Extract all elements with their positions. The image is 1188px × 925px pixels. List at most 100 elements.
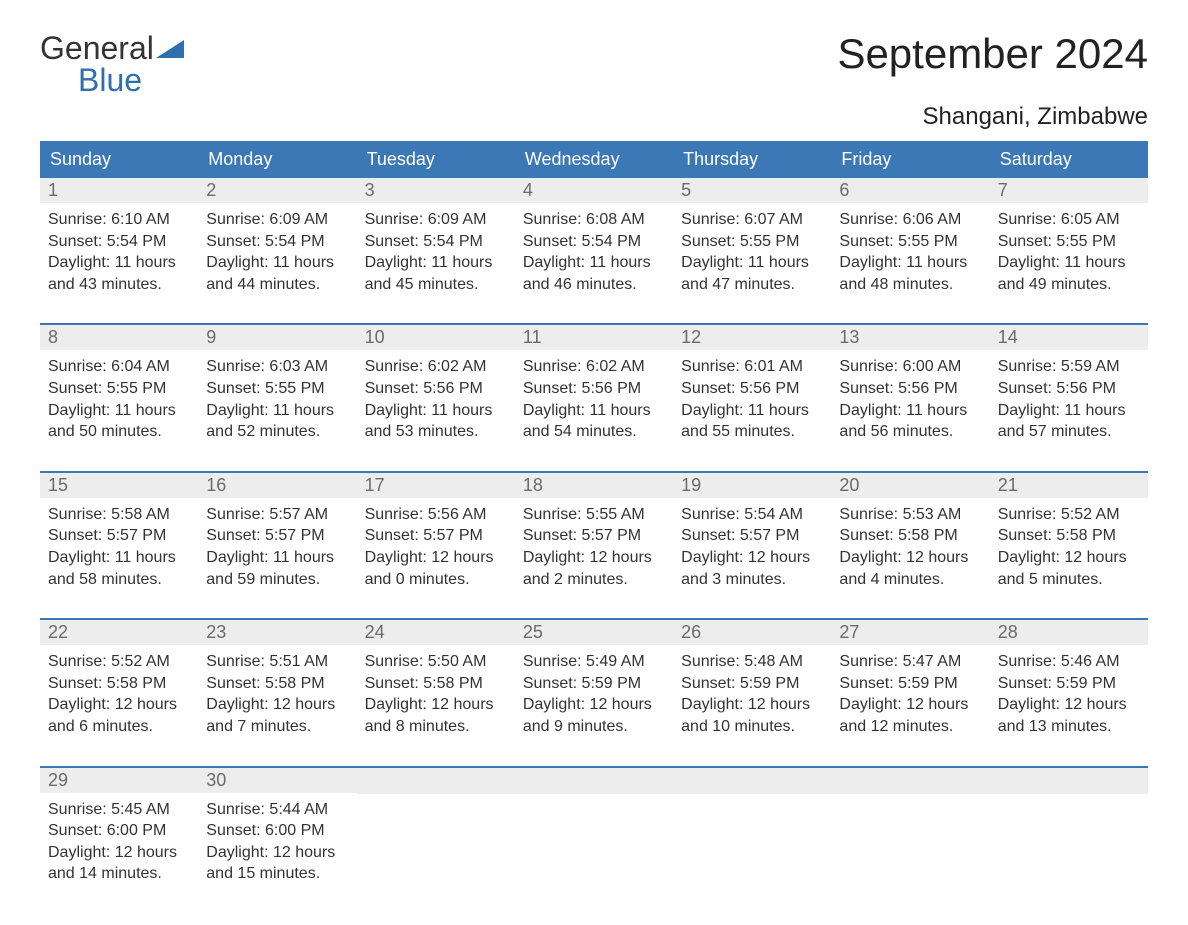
day-detail: Sunrise: 5:56 AMSunset: 5:57 PMDaylight:… xyxy=(357,498,515,600)
day-detail: Sunrise: 6:00 AMSunset: 5:56 PMDaylight:… xyxy=(831,350,989,452)
day-cell xyxy=(831,768,989,895)
day-detail: Sunrise: 6:06 AMSunset: 5:55 PMDaylight:… xyxy=(831,203,989,305)
weeks-container: 1Sunrise: 6:10 AMSunset: 5:54 PMDaylight… xyxy=(40,178,1148,895)
day-number: 14 xyxy=(990,325,1148,350)
day-cell xyxy=(515,768,673,895)
day-cell: 5Sunrise: 6:07 AMSunset: 5:55 PMDaylight… xyxy=(673,178,831,305)
day-number: 22 xyxy=(40,620,198,645)
day-number: 21 xyxy=(990,473,1148,498)
day-number: 26 xyxy=(673,620,831,645)
weekday-header: Sunday Monday Tuesday Wednesday Thursday… xyxy=(40,141,1148,178)
day-number xyxy=(673,768,831,794)
day-number: 20 xyxy=(831,473,989,498)
day-detail: Sunrise: 5:52 AMSunset: 5:58 PMDaylight:… xyxy=(40,645,198,747)
day-detail: Sunrise: 6:03 AMSunset: 5:55 PMDaylight:… xyxy=(198,350,356,452)
day-cell: 13Sunrise: 6:00 AMSunset: 5:56 PMDayligh… xyxy=(831,325,989,452)
day-detail: Sunrise: 5:49 AMSunset: 5:59 PMDaylight:… xyxy=(515,645,673,747)
day-detail: Sunrise: 5:55 AMSunset: 5:57 PMDaylight:… xyxy=(515,498,673,600)
day-number xyxy=(990,768,1148,794)
day-number: 12 xyxy=(673,325,831,350)
day-number: 24 xyxy=(357,620,515,645)
day-cell: 19Sunrise: 5:54 AMSunset: 5:57 PMDayligh… xyxy=(673,473,831,600)
day-cell: 2Sunrise: 6:09 AMSunset: 5:54 PMDaylight… xyxy=(198,178,356,305)
day-number: 13 xyxy=(831,325,989,350)
weekday-sat: Saturday xyxy=(990,141,1148,178)
week-row: 1Sunrise: 6:10 AMSunset: 5:54 PMDaylight… xyxy=(40,178,1148,305)
day-cell: 21Sunrise: 5:52 AMSunset: 5:58 PMDayligh… xyxy=(990,473,1148,600)
day-number: 9 xyxy=(198,325,356,350)
day-cell: 8Sunrise: 6:04 AMSunset: 5:55 PMDaylight… xyxy=(40,325,198,452)
day-cell: 20Sunrise: 5:53 AMSunset: 5:58 PMDayligh… xyxy=(831,473,989,600)
day-number: 15 xyxy=(40,473,198,498)
weekday-wed: Wednesday xyxy=(515,141,673,178)
day-number: 3 xyxy=(357,178,515,203)
day-cell: 1Sunrise: 6:10 AMSunset: 5:54 PMDaylight… xyxy=(40,178,198,305)
day-cell xyxy=(990,768,1148,895)
day-cell: 30Sunrise: 5:44 AMSunset: 6:00 PMDayligh… xyxy=(198,768,356,895)
day-number: 29 xyxy=(40,768,198,793)
brand-part2: Blue xyxy=(78,62,142,99)
day-number: 5 xyxy=(673,178,831,203)
day-detail: Sunrise: 5:59 AMSunset: 5:56 PMDaylight:… xyxy=(990,350,1148,452)
day-number: 10 xyxy=(357,325,515,350)
brand-flag-icon xyxy=(156,40,184,62)
day-detail: Sunrise: 5:46 AMSunset: 5:59 PMDaylight:… xyxy=(990,645,1148,747)
week-row: 15Sunrise: 5:58 AMSunset: 5:57 PMDayligh… xyxy=(40,471,1148,600)
calendar: Sunday Monday Tuesday Wednesday Thursday… xyxy=(40,141,1148,895)
day-number: 1 xyxy=(40,178,198,203)
weekday-tue: Tuesday xyxy=(357,141,515,178)
day-number: 19 xyxy=(673,473,831,498)
day-number: 17 xyxy=(357,473,515,498)
day-cell: 7Sunrise: 6:05 AMSunset: 5:55 PMDaylight… xyxy=(990,178,1148,305)
day-cell: 24Sunrise: 5:50 AMSunset: 5:58 PMDayligh… xyxy=(357,620,515,747)
day-cell: 28Sunrise: 5:46 AMSunset: 5:59 PMDayligh… xyxy=(990,620,1148,747)
day-detail: Sunrise: 5:51 AMSunset: 5:58 PMDaylight:… xyxy=(198,645,356,747)
day-number: 28 xyxy=(990,620,1148,645)
month-title: September 2024 xyxy=(837,30,1148,78)
day-detail: Sunrise: 5:45 AMSunset: 6:00 PMDaylight:… xyxy=(40,793,198,895)
day-number xyxy=(831,768,989,794)
day-cell: 14Sunrise: 5:59 AMSunset: 5:56 PMDayligh… xyxy=(990,325,1148,452)
weekday-fri: Friday xyxy=(831,141,989,178)
day-cell: 12Sunrise: 6:01 AMSunset: 5:56 PMDayligh… xyxy=(673,325,831,452)
title-block: September 2024 xyxy=(837,30,1148,78)
day-detail: Sunrise: 5:50 AMSunset: 5:58 PMDaylight:… xyxy=(357,645,515,747)
day-cell: 4Sunrise: 6:08 AMSunset: 5:54 PMDaylight… xyxy=(515,178,673,305)
day-detail: Sunrise: 6:02 AMSunset: 5:56 PMDaylight:… xyxy=(357,350,515,452)
day-cell xyxy=(673,768,831,895)
day-detail: Sunrise: 5:48 AMSunset: 5:59 PMDaylight:… xyxy=(673,645,831,747)
day-cell: 25Sunrise: 5:49 AMSunset: 5:59 PMDayligh… xyxy=(515,620,673,747)
day-detail: Sunrise: 6:09 AMSunset: 5:54 PMDaylight:… xyxy=(198,203,356,305)
weekday-mon: Monday xyxy=(198,141,356,178)
day-cell xyxy=(357,768,515,895)
day-number: 2 xyxy=(198,178,356,203)
day-detail: Sunrise: 6:01 AMSunset: 5:56 PMDaylight:… xyxy=(673,350,831,452)
day-cell: 16Sunrise: 5:57 AMSunset: 5:57 PMDayligh… xyxy=(198,473,356,600)
day-cell: 18Sunrise: 5:55 AMSunset: 5:57 PMDayligh… xyxy=(515,473,673,600)
weekday-sun: Sunday xyxy=(40,141,198,178)
day-number: 27 xyxy=(831,620,989,645)
day-cell: 17Sunrise: 5:56 AMSunset: 5:57 PMDayligh… xyxy=(357,473,515,600)
day-detail: Sunrise: 6:08 AMSunset: 5:54 PMDaylight:… xyxy=(515,203,673,305)
day-cell: 27Sunrise: 5:47 AMSunset: 5:59 PMDayligh… xyxy=(831,620,989,747)
day-detail: Sunrise: 6:10 AMSunset: 5:54 PMDaylight:… xyxy=(40,203,198,305)
day-detail: Sunrise: 6:05 AMSunset: 5:55 PMDaylight:… xyxy=(990,203,1148,305)
day-detail: Sunrise: 5:54 AMSunset: 5:57 PMDaylight:… xyxy=(673,498,831,600)
day-cell: 23Sunrise: 5:51 AMSunset: 5:58 PMDayligh… xyxy=(198,620,356,747)
day-detail: Sunrise: 6:02 AMSunset: 5:56 PMDaylight:… xyxy=(515,350,673,452)
day-detail: Sunrise: 6:09 AMSunset: 5:54 PMDaylight:… xyxy=(357,203,515,305)
day-cell: 3Sunrise: 6:09 AMSunset: 5:54 PMDaylight… xyxy=(357,178,515,305)
day-detail: Sunrise: 6:07 AMSunset: 5:55 PMDaylight:… xyxy=(673,203,831,305)
day-cell: 22Sunrise: 5:52 AMSunset: 5:58 PMDayligh… xyxy=(40,620,198,747)
weekday-thu: Thursday xyxy=(673,141,831,178)
day-cell: 15Sunrise: 5:58 AMSunset: 5:57 PMDayligh… xyxy=(40,473,198,600)
day-number: 8 xyxy=(40,325,198,350)
day-number: 4 xyxy=(515,178,673,203)
day-detail: Sunrise: 6:04 AMSunset: 5:55 PMDaylight:… xyxy=(40,350,198,452)
day-number: 11 xyxy=(515,325,673,350)
day-detail: Sunrise: 5:58 AMSunset: 5:57 PMDaylight:… xyxy=(40,498,198,600)
week-row: 29Sunrise: 5:45 AMSunset: 6:00 PMDayligh… xyxy=(40,766,1148,895)
day-number: 7 xyxy=(990,178,1148,203)
week-row: 8Sunrise: 6:04 AMSunset: 5:55 PMDaylight… xyxy=(40,323,1148,452)
day-cell: 29Sunrise: 5:45 AMSunset: 6:00 PMDayligh… xyxy=(40,768,198,895)
